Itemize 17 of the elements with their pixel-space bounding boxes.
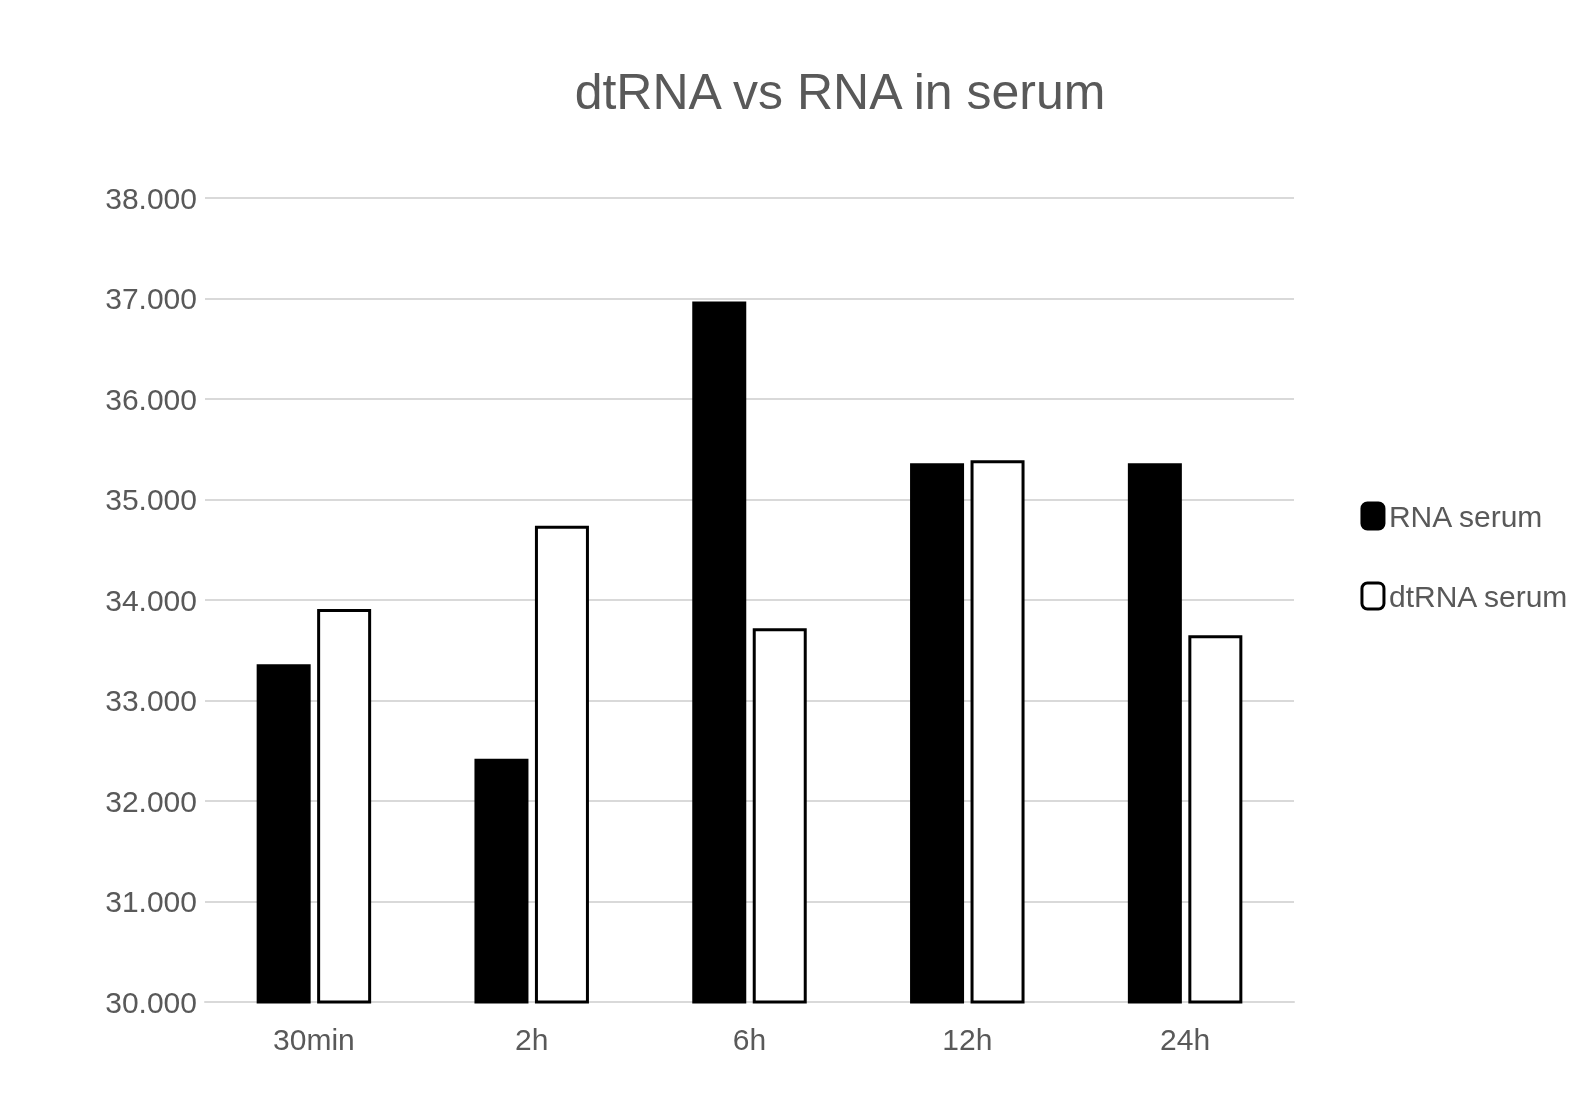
y-tick-label: 31.000 <box>105 885 197 918</box>
y-tick-label: 35.000 <box>105 483 197 516</box>
x-tick-label: 24h <box>1160 1022 1211 1056</box>
chart-title: dtRNA vs RNA in serum <box>574 64 1106 120</box>
y-tick-label: 30.000 <box>105 985 197 1019</box>
legend-label: RNA serum <box>1388 499 1543 533</box>
y-tick-label: 32.000 <box>105 784 197 818</box>
y-tick-label: 34.000 <box>105 583 197 617</box>
legend-label: dtRNA serum <box>1388 579 1568 613</box>
y-tick-label: 37.000 <box>105 282 197 315</box>
x-tick-label: 6h <box>732 1022 767 1056</box>
x-tick-label: 12h <box>942 1022 993 1056</box>
x-tick-label: 30min <box>273 1022 355 1056</box>
y-tick-label: 38.000 <box>105 181 197 215</box>
y-tick-label: 33.000 <box>105 684 197 717</box>
x-tick-label: 2h <box>515 1022 549 1056</box>
y-tick-label: 36.000 <box>105 382 197 416</box>
